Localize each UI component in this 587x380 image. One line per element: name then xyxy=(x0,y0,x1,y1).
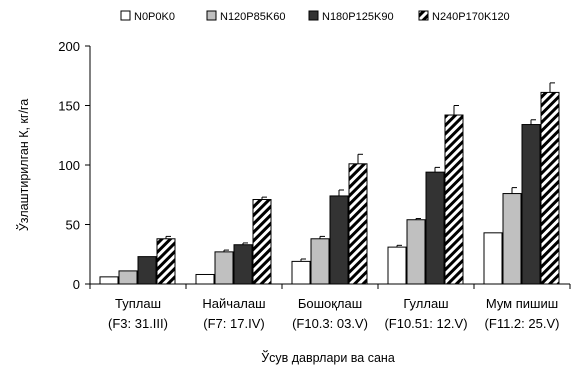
x-category-label: Мум пишиш xyxy=(486,296,558,311)
bar xyxy=(252,199,272,285)
y-axis: 0 50 100 150 200 xyxy=(58,39,91,292)
legend-label: N120P85K60 xyxy=(220,11,285,23)
legend-swatch xyxy=(120,10,131,21)
x-category-label: (F10.51: 12.V) xyxy=(384,316,467,331)
bar xyxy=(540,91,560,285)
bar xyxy=(233,244,253,285)
bar xyxy=(444,114,464,285)
y-tick-label: 150 xyxy=(58,99,80,114)
bar xyxy=(329,195,349,285)
legend-label: N240P170K120 xyxy=(432,11,510,23)
legend-label: N0P0K0 xyxy=(134,11,175,23)
bar xyxy=(406,219,426,285)
bar xyxy=(425,171,445,285)
x-category-label: Туплаш xyxy=(115,296,161,311)
x-category-label: (F11.2: 25.V) xyxy=(485,316,560,331)
bar xyxy=(348,163,368,285)
x-axis-label: Ўсув даврлари ва сана xyxy=(261,350,395,365)
x-category-label: Бошоқлаш xyxy=(298,296,362,311)
bar xyxy=(310,238,330,285)
bar xyxy=(521,124,541,285)
x-category-label: (F7: 17.IV) xyxy=(203,316,264,331)
bar xyxy=(195,273,215,285)
bar xyxy=(387,246,407,285)
legend: N0P0K0 N120P85K60 N180P125K90 N240P170K120 xyxy=(120,10,510,23)
x-category-label: Гуллаш xyxy=(403,296,448,311)
legend-swatch xyxy=(206,10,217,21)
x-category-label: Найчалаш xyxy=(202,296,265,311)
bar xyxy=(502,193,522,285)
bar xyxy=(118,270,138,285)
y-tick-label: 0 xyxy=(73,277,80,292)
bar xyxy=(483,232,503,285)
bar xyxy=(291,260,311,285)
y-tick-label: 50 xyxy=(66,218,80,233)
bars xyxy=(99,82,560,285)
x-category-label: (F10.3: 03.V) xyxy=(292,316,368,331)
y-axis-label: Ўзлаштирилган К, кг/га xyxy=(16,99,31,231)
x-category-label: (F3: 31.III) xyxy=(108,316,168,331)
legend-swatch xyxy=(418,10,429,21)
bar xyxy=(156,238,176,285)
bar xyxy=(137,256,157,285)
legend-label: N180P125K90 xyxy=(322,11,394,23)
bar xyxy=(214,251,234,285)
y-tick-label: 200 xyxy=(58,39,80,54)
y-tick-label: 100 xyxy=(58,158,80,173)
legend-swatch xyxy=(308,10,319,21)
x-axis: Туплаш (F3: 31.III) Найчалаш (F7: 17.IV) Бош… xyxy=(89,283,571,331)
bar xyxy=(99,276,119,285)
